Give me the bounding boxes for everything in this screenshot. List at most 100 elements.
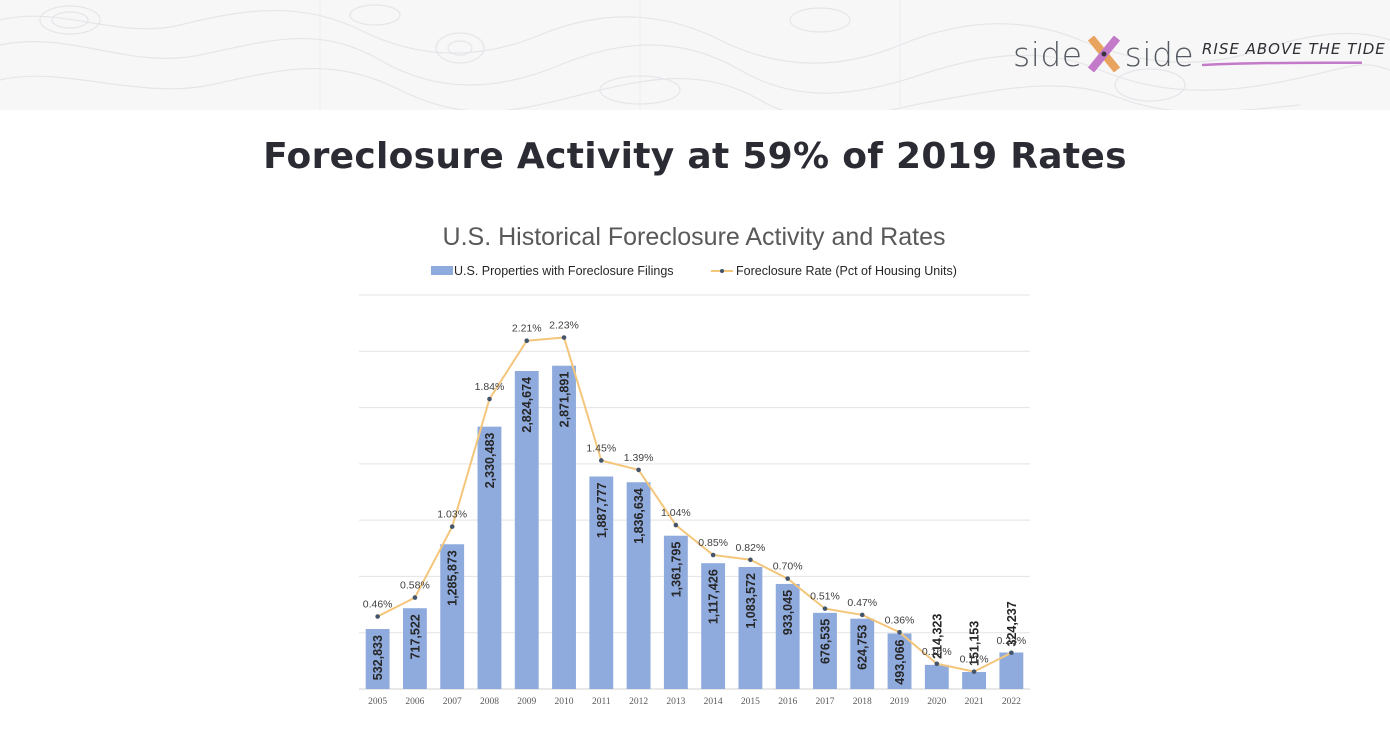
bar-value-label: 1,361,795 [669, 542, 683, 598]
logo-x-icon [1087, 36, 1120, 72]
bar-2008 [477, 426, 502, 689]
rate-value-label: 0.16% [922, 646, 952, 658]
x-tick-label: 2005 [368, 697, 387, 707]
x-tick-label: 2010 [555, 697, 574, 707]
rate-marker-2010 [561, 335, 567, 340]
topographic-pattern [0, 0, 1390, 110]
rate-marker-2006 [412, 595, 418, 600]
rate-value-label: 1.45% [586, 442, 616, 454]
bar-2019 [887, 633, 912, 689]
rate-value-label: 1.84% [475, 381, 505, 393]
bar-value-label: 624,753 [856, 625, 870, 670]
x-tick-label: 2020 [927, 697, 946, 707]
x-tick-label: 2018 [853, 697, 872, 707]
x-tick-label: 2017 [815, 697, 834, 707]
rate-value-label: 2.21% [512, 323, 542, 335]
bar-value-label: 1,887,777 [595, 482, 609, 538]
bar-value-label: 151,153 [968, 621, 982, 666]
rate-value-label: 0.82% [736, 542, 766, 554]
legend-bar-label: U.S. Properties with Foreclosure Filings [454, 264, 674, 278]
chart-title: U.S. Historical Foreclosure Activity and… [443, 223, 946, 251]
rate-value-label: 1.03% [437, 509, 467, 521]
bar-value-label: 1,836,634 [632, 488, 646, 544]
bar-value-label: 717,522 [408, 614, 422, 659]
x-tick-label: 2012 [629, 697, 648, 707]
bar-value-label: 1,117,426 [707, 569, 721, 624]
brand-logo: side side [1013, 34, 1194, 74]
rate-marker-2016 [785, 576, 790, 581]
bar-value-labels: 532,833 717,522 1,285,873 2,330,483 2,824,67… [371, 372, 1019, 685]
bar-2016 [775, 583, 800, 689]
rate-value-label: 0.51% [810, 591, 840, 603]
rate-value-label: 0.85% [698, 537, 728, 549]
x-axis-ticks: 2005 2006 2007 2008 2009 2010 2011 2012 2013 2014… [368, 697, 1021, 707]
bar-2018 [850, 618, 875, 689]
rate-value-label: 1.39% [624, 452, 654, 464]
rate-line [375, 335, 1014, 674]
bar-value-label: 324,237 [1005, 601, 1019, 646]
bar-value-label: 1,083,572 [744, 573, 758, 629]
x-tick-label: 2013 [666, 697, 685, 707]
rate-marker-2021 [971, 669, 977, 674]
rate-marker-2018 [859, 612, 865, 618]
x-tick-label: 2008 [480, 697, 499, 707]
rate-marker-2019 [897, 629, 902, 635]
rate-value-label: 0.23% [996, 635, 1026, 647]
rate-value-label: 1.04% [661, 507, 691, 519]
x-tick-label: 2014 [704, 697, 723, 707]
rate-value-label: 2.23% [549, 320, 579, 332]
rate-value-label: 0.36% [885, 614, 915, 626]
page-title: Foreclosure Activity at 59% of 2019 Rate… [263, 136, 1127, 177]
rate-value-labels: 0.46% 0.58% 1.03% 1.84% 2.21% 2.23% 1.45% 1.39%… [363, 320, 1027, 666]
rate-marker-2007 [449, 524, 455, 529]
bar-value-label: 933,045 [781, 590, 795, 635]
x-tick-label: 2022 [1002, 697, 1021, 707]
rate-line-path [377, 336, 1012, 673]
bar-2022 [999, 652, 1024, 689]
bar-2009 [514, 371, 539, 689]
rate-marker-2015 [748, 557, 753, 563]
x-tick-label: 2019 [890, 697, 909, 707]
x-tick-label: 2015 [741, 697, 760, 707]
bar-2017 [813, 612, 837, 689]
chart-legend: U.S. Properties with Foreclosure Filings… [431, 264, 957, 278]
x-tick-label: 2009 [517, 697, 536, 707]
logo-left-word: side [1013, 34, 1083, 74]
rate-marker-2005 [375, 614, 380, 619]
bar-value-label: 2,330,483 [483, 433, 497, 489]
bar-value-label: 493,066 [893, 639, 907, 684]
x-tick-label: 2011 [592, 697, 611, 707]
rate-marker-2011 [599, 458, 604, 463]
bar-value-label: 676,535 [818, 619, 832, 664]
bar-2007 [440, 544, 465, 689]
rate-marker-2009 [524, 338, 530, 344]
bar-value-label: 2,824,674 [520, 377, 534, 433]
bar-2012 [626, 482, 651, 689]
bar-2011 [589, 476, 614, 689]
bar-2014 [701, 563, 726, 689]
logo-right-word: side [1124, 34, 1195, 74]
rate-value-label: 0.46% [363, 599, 393, 611]
legend-bar-swatch [431, 266, 453, 275]
tagline: RISE ABOVE THE TIDE [1202, 40, 1386, 58]
bar-value-label: 2,871,891 [558, 372, 572, 428]
tagline-underline [1202, 61, 1362, 67]
x-tick-label: 2016 [778, 697, 797, 707]
bar-value-label: 532,833 [371, 635, 385, 680]
legend-line-label: Foreclosure Rate (Pct of Housing Units) [736, 264, 957, 278]
rate-marker-2022 [1009, 650, 1014, 656]
bar-2015 [738, 567, 763, 689]
bar-value-label: 214,323 [930, 614, 944, 659]
rate-marker-2017 [822, 606, 828, 611]
rate-marker-2012 [636, 467, 641, 473]
bar-2021 [962, 671, 987, 689]
x-tick-label: 2006 [405, 697, 424, 707]
header-banner: side side RISE ABOVE THE TIDE [0, 0, 1390, 110]
bar-value-label: 1,285,873 [446, 550, 460, 606]
bar-2020 [924, 664, 949, 689]
bar-2006 [402, 608, 427, 689]
rate-value-label: 0.58% [400, 580, 430, 592]
bars [365, 365, 1024, 689]
x-tick-label: 2007 [443, 697, 462, 707]
